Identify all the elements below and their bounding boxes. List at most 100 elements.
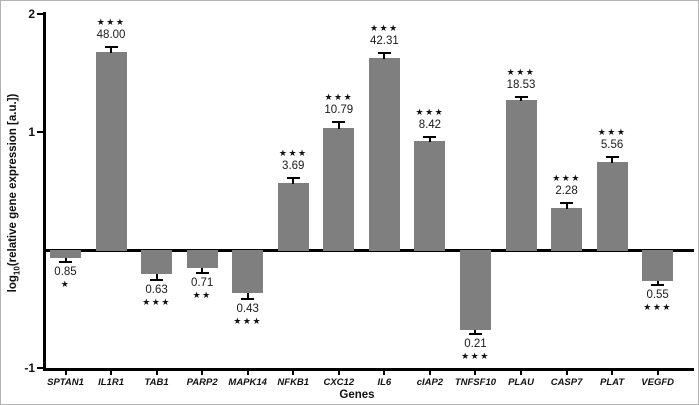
x-tick-label-NFKB1: NFKB1	[277, 377, 310, 388]
bar-NFKB1	[277, 183, 309, 251]
error-bar-cap	[560, 202, 574, 205]
value-label: 10.79	[324, 104, 354, 117]
value-label: 3.69	[282, 160, 305, 173]
x-tick-label-VEGFD: VEGFD	[641, 377, 674, 388]
error-bar-cap	[59, 261, 72, 264]
x-axis	[43, 368, 694, 371]
y-tick-label: -1	[24, 361, 35, 375]
x-tick-label-SPTAN1: SPTAN1	[47, 377, 84, 388]
x-tick	[155, 371, 158, 375]
value-label: 5.56	[600, 139, 624, 152]
x-tick-label-PLAU: PLAU	[508, 377, 534, 388]
error-bar-cap	[241, 298, 255, 301]
significance-stars: ★★★	[369, 23, 399, 34]
value-label: 0.55	[646, 289, 669, 302]
significance-stars: ★★★	[324, 92, 354, 103]
error-bar-stem	[155, 273, 158, 281]
significance-stars: ★★★	[233, 316, 263, 327]
error-bar-stem	[246, 293, 249, 301]
zero-baseline	[43, 249, 694, 252]
significance-stars: ★★★	[278, 148, 308, 159]
bar-CASP7	[551, 207, 583, 251]
value-label: 18.53	[506, 78, 536, 91]
x-tick	[201, 371, 204, 375]
x-tick-label-TNFSF10: TNFSF10	[454, 377, 497, 388]
error-bar-cap	[468, 333, 482, 336]
x-tick	[383, 371, 386, 375]
x-tick-label-IL1R1: IL1R1	[98, 377, 124, 388]
bar-SPTAN1	[50, 250, 81, 259]
x-tick-label-PARP2: PARP2	[186, 377, 218, 388]
x-tick-label-MAPK14: MAPK14	[228, 377, 267, 388]
error-bar-stem	[611, 157, 614, 164]
significance-stars: ★★★	[461, 351, 490, 362]
significance-stars: ★★★	[597, 127, 627, 138]
significance-stars: ★★★	[506, 66, 536, 77]
error-bar-stem	[292, 178, 295, 185]
x-tick	[428, 371, 431, 375]
error-bar-stem	[64, 258, 67, 264]
error-bar-stem	[337, 122, 340, 130]
x-axis-title: Genes	[339, 389, 375, 401]
x-tick-label-CXC12: CXC12	[323, 377, 355, 388]
error-bar-stem	[383, 53, 386, 60]
error-bar-stem	[520, 96, 522, 102]
x-tick	[611, 371, 614, 375]
x-tick-label-TAB1: TAB1	[144, 377, 169, 388]
error-bar-stem	[565, 203, 568, 209]
error-bar-cap	[377, 52, 391, 55]
bar-TNFSF10	[459, 250, 491, 330]
significance-stars: ★	[60, 279, 71, 290]
x-tick	[246, 371, 249, 375]
y-tick-label: 1	[28, 125, 35, 139]
x-tick-label-IL6: IL6	[377, 377, 392, 388]
bar-PLAT	[596, 162, 628, 251]
error-bar-cap	[514, 95, 528, 98]
x-tick	[656, 371, 659, 375]
error-bar-cap	[104, 45, 118, 48]
bar-IL6	[368, 58, 400, 251]
y-tick-label: 2	[28, 7, 35, 21]
y-tick	[37, 367, 43, 369]
significance-stars: ★★★	[142, 296, 171, 307]
x-tick-label-cIAP2: cIAP2	[416, 377, 444, 388]
significance-stars: ★★★	[552, 173, 581, 184]
value-label: 0.85	[54, 266, 77, 279]
x-tick	[292, 371, 295, 375]
bar-IL1R1	[95, 51, 127, 251]
x-tick-label-CASP7: CASP7	[550, 377, 583, 388]
x-tick	[337, 371, 340, 375]
y-axis	[43, 12, 46, 371]
x-tick	[64, 371, 67, 375]
value-label: 0.63	[145, 283, 168, 296]
value-label: 8.42	[418, 119, 442, 132]
x-tick-label-PLAT: PLAT	[600, 377, 625, 388]
error-bar-stem	[110, 46, 113, 53]
error-bar-cap	[286, 177, 300, 180]
error-bar-stem	[474, 329, 477, 336]
error-bar-cap	[651, 284, 665, 287]
y-tick	[37, 13, 43, 15]
error-bar-cap	[605, 156, 619, 159]
error-bar-cap	[423, 136, 437, 139]
bar-TAB1	[141, 250, 173, 274]
x-tick	[565, 371, 568, 375]
significance-stars: ★★★	[96, 16, 126, 27]
value-label: 2.28	[555, 185, 578, 198]
significance-stars: ★★	[192, 290, 212, 301]
bar-PARP2	[186, 250, 218, 268]
bar-cIAP2	[414, 140, 446, 251]
x-tick	[474, 371, 477, 375]
significance-stars: ★★★	[643, 302, 672, 313]
bar-PLAU	[505, 100, 537, 251]
significance-stars: ★★★	[415, 107, 445, 118]
error-bar-stem	[201, 267, 204, 275]
error-bar-cap	[332, 121, 346, 124]
bar-MAPK14	[232, 250, 264, 294]
x-tick	[520, 371, 522, 375]
value-label: 0.21	[464, 338, 487, 351]
x-tick	[110, 371, 113, 375]
error-bar-cap	[150, 278, 164, 281]
